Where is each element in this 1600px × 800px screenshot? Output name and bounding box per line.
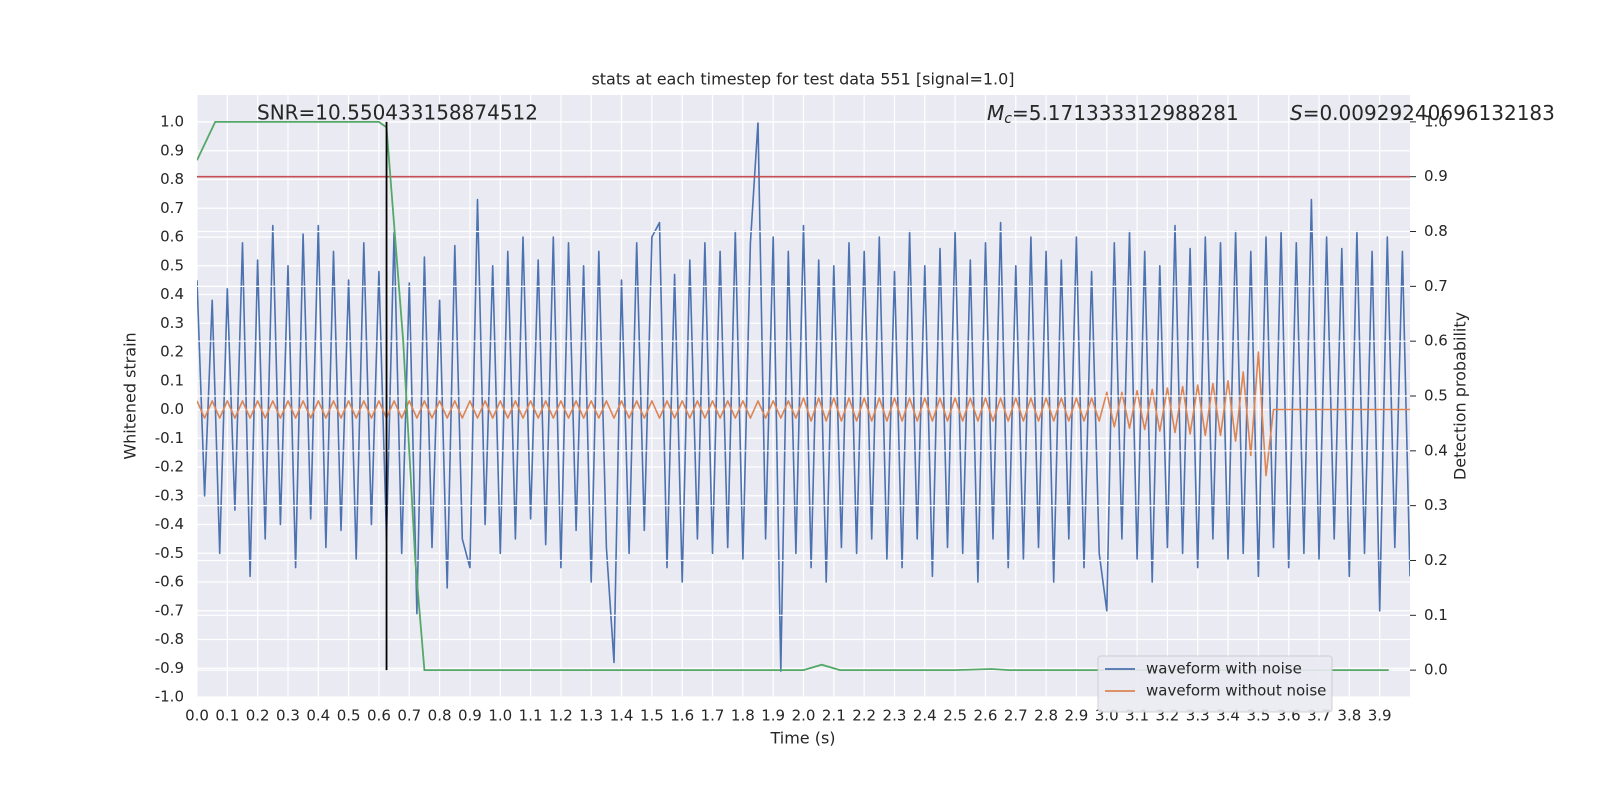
x-tick-label: 2.5 <box>943 707 967 725</box>
detection-probability-line <box>197 121 1389 671</box>
y2-tick-label: 0.3 <box>1424 496 1448 514</box>
legend: waveform with noise waveform without nois… <box>1097 655 1333 713</box>
annotation: Mc=5.171333312988281 <box>987 101 1239 128</box>
annotation: SNR=10.550433158874512 <box>257 101 538 125</box>
x-tick-label: 0.7 <box>397 707 421 725</box>
y-tick-label: -0.3 <box>155 486 184 504</box>
annotation: S=0.00929240696132183 <box>1290 101 1555 125</box>
x-tick-label: 2.9 <box>1064 707 1088 725</box>
y-tick-label: -0.1 <box>155 429 184 447</box>
y2-tick-label: 1.0 <box>1424 112 1448 130</box>
x-tick-label: 0.8 <box>428 707 452 725</box>
y-tick-label: 0.0 <box>160 400 184 418</box>
y2-tick-label: 0.9 <box>1424 167 1448 185</box>
y-tick-label: -0.7 <box>155 601 184 619</box>
series-line <box>197 351 1410 477</box>
y2-tick-label: 0.8 <box>1424 222 1448 240</box>
y-tick-label: -0.9 <box>155 659 184 677</box>
x-tick-label: 0.4 <box>306 707 330 725</box>
x-tick-label: 1.2 <box>549 707 573 725</box>
y2-tick-label: 0.6 <box>1424 332 1448 350</box>
legend-label: waveform with noise <box>1146 660 1302 678</box>
legend-box <box>1097 655 1333 713</box>
y-tick-label: 0.2 <box>160 343 184 361</box>
y-tick-label: -0.2 <box>155 458 184 476</box>
y-tick-label: 0.8 <box>160 170 184 188</box>
x-tick-label: 2.1 <box>822 707 846 725</box>
legend-label: waveform without noise <box>1146 682 1326 700</box>
x-axis-label: Time (s) <box>769 729 835 748</box>
annotation-text: =0.00929240696132183 <box>1303 101 1555 125</box>
y-tick-label: 0.9 <box>160 141 184 159</box>
x-tick-label: 1.0 <box>488 707 512 725</box>
y2-tick-label: 0.4 <box>1424 441 1448 459</box>
annotation-text: =5.171333312988281 <box>1012 101 1239 125</box>
x-tick-label: 1.9 <box>761 707 785 725</box>
y-tick-label: -0.4 <box>155 515 184 533</box>
y-tick-label: 0.1 <box>160 371 184 389</box>
y-axis-label: Whitened strain <box>121 332 140 459</box>
y2-tick-label: 0.7 <box>1424 277 1448 295</box>
y2-axis-label: Detection probability <box>1451 312 1470 480</box>
x-tick-label: 2.0 <box>792 707 816 725</box>
x-tick-label: 2.3 <box>883 707 907 725</box>
y-tick-label: 0.7 <box>160 199 184 217</box>
chart-title: stats at each timestep for test data 551… <box>591 70 1014 89</box>
x-tick-label: 2.8 <box>1034 707 1058 725</box>
x-tick-label: 1.7 <box>701 707 725 725</box>
x-tick-label: 0.9 <box>458 707 482 725</box>
x-tick-label: 3.9 <box>1368 707 1392 725</box>
x-tick-label: 1.8 <box>731 707 755 725</box>
series-line <box>197 121 1410 672</box>
x-tick-label: 0.3 <box>276 707 300 725</box>
y2-tick-label: 0.0 <box>1424 661 1448 679</box>
annotation-subscript: c <box>1004 111 1012 127</box>
x-tick-label: 0.6 <box>367 707 391 725</box>
y-tick-label: -0.8 <box>155 630 184 648</box>
x-tick-label: 0.1 <box>215 707 239 725</box>
x-tick-label: 2.4 <box>913 707 937 725</box>
overlay-layer: 0.0 0.1 0.2 0.3 0.4 0.5 0.6 0.7 0.8 0.9 1.0 <box>1410 112 1448 679</box>
x-tick-label: 2.7 <box>1004 707 1028 725</box>
y-tick-label: -0.6 <box>155 573 184 591</box>
x-tick-label: 1.6 <box>670 707 694 725</box>
y-tick-label: 0.3 <box>160 314 184 332</box>
annotation-symbol: S <box>1290 101 1303 125</box>
x-tick-label: 2.6 <box>974 707 998 725</box>
y-tick-label: -1.0 <box>155 688 184 706</box>
y-tick-label: 0.4 <box>160 285 184 303</box>
y2-tick-label: 0.1 <box>1424 606 1448 624</box>
x-tick-label: 0.2 <box>246 707 270 725</box>
y-tick-label: 0.6 <box>160 228 184 246</box>
x-tick-label: 1.5 <box>640 707 664 725</box>
y-tick-label: -0.5 <box>155 544 184 562</box>
y-tick-label: 1.0 <box>160 113 184 131</box>
x-tick-label: 3.8 <box>1337 707 1361 725</box>
annotation-symbol: M <box>987 101 1004 125</box>
x-tick-label: 0.5 <box>337 707 361 725</box>
y2-tick-label: 0.2 <box>1424 551 1448 569</box>
x-tick-label: 1.4 <box>610 707 634 725</box>
y2-tick-label: 0.5 <box>1424 387 1448 405</box>
x-tick-label: 1.3 <box>579 707 603 725</box>
x-tick-label: 2.2 <box>852 707 876 725</box>
x-tick-label: 0.0 <box>185 707 209 725</box>
y-tick-label: 0.5 <box>160 256 184 274</box>
x-tick-label: 1.1 <box>519 707 543 725</box>
